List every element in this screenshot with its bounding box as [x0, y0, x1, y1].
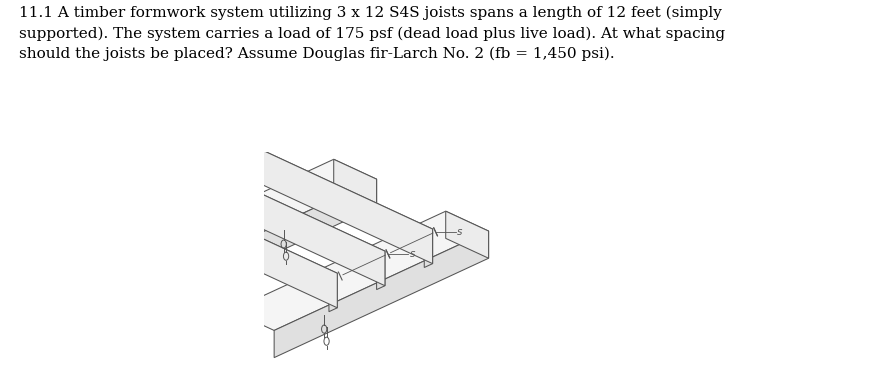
Text: 11.1 A timber formwork system utilizing 3 x 12 S4S joists spans a length of 12 f: 11.1 A timber formwork system utilizing …: [19, 5, 725, 61]
Polygon shape: [119, 159, 376, 279]
Polygon shape: [159, 190, 338, 308]
Polygon shape: [329, 273, 338, 312]
Polygon shape: [446, 211, 488, 258]
Polygon shape: [253, 146, 432, 264]
Text: s: s: [410, 249, 415, 259]
Polygon shape: [232, 211, 488, 331]
Polygon shape: [334, 159, 376, 206]
Polygon shape: [162, 179, 376, 306]
Polygon shape: [206, 168, 385, 286]
Polygon shape: [246, 146, 432, 233]
Text: s: s: [458, 227, 463, 237]
Polygon shape: [275, 231, 488, 358]
Polygon shape: [424, 229, 432, 268]
Polygon shape: [376, 251, 385, 290]
Polygon shape: [198, 168, 385, 255]
Polygon shape: [150, 190, 338, 277]
